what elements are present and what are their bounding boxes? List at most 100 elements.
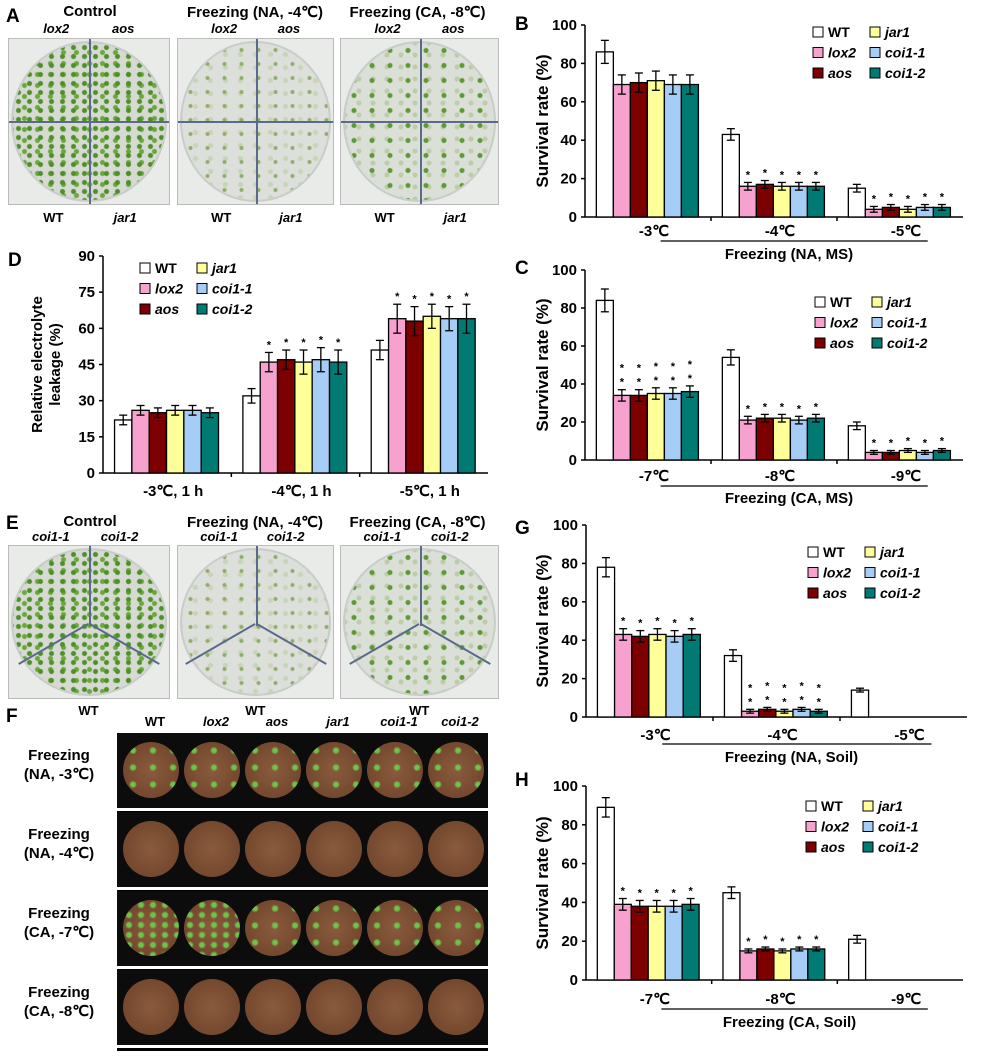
y-tick-label: 0 (87, 465, 95, 482)
soil-pot (367, 742, 423, 798)
significance-star: * (688, 886, 693, 898)
row-label-line2: (CA, -7℃) (23, 924, 95, 941)
plate-photo (177, 545, 334, 699)
category-label: -8℃ (765, 468, 795, 485)
genotype-label-coi1-1: coi1-1 (200, 529, 238, 544)
plate-photo (8, 38, 170, 205)
soil-pot (428, 900, 484, 956)
soil-pot (123, 979, 179, 1035)
category-label: -4℃, 1 h (271, 483, 331, 500)
significance-star: * (336, 337, 341, 349)
genotype-label-aos: aos (112, 21, 135, 36)
column-label-coi1-1: coi1-1 (380, 714, 418, 729)
genotype-label-wt: WT (245, 703, 266, 718)
panel-letter-h: H (515, 770, 529, 791)
significance-star: * (872, 193, 877, 205)
category-label: -8℃ (765, 991, 795, 1008)
legend-swatch-jar1 (871, 296, 883, 308)
significance-star: * (906, 436, 911, 448)
significance-star: * (746, 936, 751, 948)
plate-divider (9, 121, 169, 123)
soil-pot (123, 900, 179, 956)
row-label-line1: Freezing (28, 905, 90, 922)
significance-star: * (765, 694, 770, 706)
legend-swatch-WT (814, 296, 826, 308)
soil-pot (184, 900, 240, 956)
significance-star: * (782, 696, 787, 708)
bar-coi1-1-2 (439, 318, 459, 474)
category-label: -3℃ (639, 223, 669, 240)
row-label-line1: Freezing (28, 826, 90, 843)
genotype-label-lox2: lox2 (211, 21, 238, 36)
legend-swatch-coi1-1 (871, 317, 883, 328)
significance-star: * (430, 291, 435, 303)
bar-aos-1 (755, 183, 775, 218)
panel-letter-g: G (515, 518, 530, 539)
bar-coi1-2-2 (932, 449, 952, 461)
significance-star: * (797, 934, 802, 946)
y-axis-label: Relative electrolyte (29, 296, 46, 433)
bar-coi1-1-0 (664, 905, 683, 981)
y-tick-label: 20 (561, 671, 578, 688)
significance-star: * (889, 192, 894, 204)
bar-lox2-2 (864, 451, 884, 461)
chart-h: H 0 20 40 60 80 100 Survival rate (%) -7℃ * * * * * -8… (515, 770, 963, 1031)
significance-star: * (301, 337, 306, 349)
column-label-jar1: jar1 (326, 714, 350, 729)
bar-WT-1 (721, 356, 741, 461)
plate-divider (89, 546, 91, 626)
y-tick-label: 20 (561, 933, 578, 950)
significance-star: * (814, 401, 819, 413)
bar-WT-2 (850, 689, 870, 718)
significance-star: * (319, 335, 324, 347)
legend-label-aos: aos (830, 335, 854, 351)
bar-coi1-2-0 (200, 412, 220, 474)
significance-star: * (672, 887, 677, 899)
bar-jar1-2 (898, 449, 918, 461)
significance-star: * (799, 680, 804, 692)
row-label: Freezing (NA, -4℃) (4, 825, 114, 863)
bar-jar1-0 (165, 409, 185, 474)
legend-label-lox2: lox2 (830, 315, 858, 331)
genotype-label-coi1-1: coi1-1 (32, 529, 70, 544)
significance-star: * (688, 359, 693, 371)
column-label-wt: WT (144, 714, 166, 729)
bar-lox2-1 (740, 710, 760, 718)
legend-swatch-coi1-1 (862, 821, 874, 832)
bar-aos-2 (881, 451, 901, 461)
category-label: -3℃, 1 h (143, 483, 203, 500)
bar-coi1-1-0 (663, 392, 683, 461)
bar-coi1-1-1 (311, 359, 331, 474)
legend-label-aos: aos (155, 301, 179, 317)
significance-star: * (889, 438, 894, 450)
significance-star: * (621, 616, 626, 628)
significance-star: * (690, 616, 695, 628)
legend-label-lox2: lox2 (155, 281, 183, 297)
bar-jar1-0 (646, 392, 666, 461)
row-label-line2: (NA, -3℃) (23, 766, 95, 783)
soil-pots-photo (117, 733, 488, 1051)
panel-e-title-na: Freezing (NA, -4℃) (186, 514, 324, 531)
category-label: -3℃ (640, 727, 670, 744)
significance-star: * (746, 169, 751, 181)
bar-coi1-1-1 (790, 948, 809, 981)
bar-coi1-2-2 (932, 206, 952, 218)
y-tick-label: 60 (560, 94, 577, 111)
y-tick-label: 80 (561, 555, 578, 572)
bar-WT-0 (595, 51, 615, 218)
legend-swatch-jar1 (196, 262, 208, 274)
y-tick-label: 80 (560, 300, 577, 317)
y-axis-label: Survival rate (%) (533, 54, 552, 187)
genotype-label-aos: aos (442, 21, 465, 36)
legend-label-jar1: jar1 (210, 260, 237, 276)
bar-jar1-1 (294, 361, 313, 474)
soil-pot (367, 821, 423, 877)
row-label: Freezing (CA, -7℃) (4, 904, 114, 942)
column-label-lox2: lox2 (202, 714, 229, 729)
bar-WT-1 (721, 133, 741, 218)
soil-pot (184, 742, 240, 798)
panel-a-title-ca: Freezing (CA, -8℃) (349, 4, 486, 21)
bar-lox2-1 (738, 185, 758, 218)
x-group-label: Freezing (NA, Soil) (725, 749, 858, 766)
soil-pot (428, 742, 484, 798)
